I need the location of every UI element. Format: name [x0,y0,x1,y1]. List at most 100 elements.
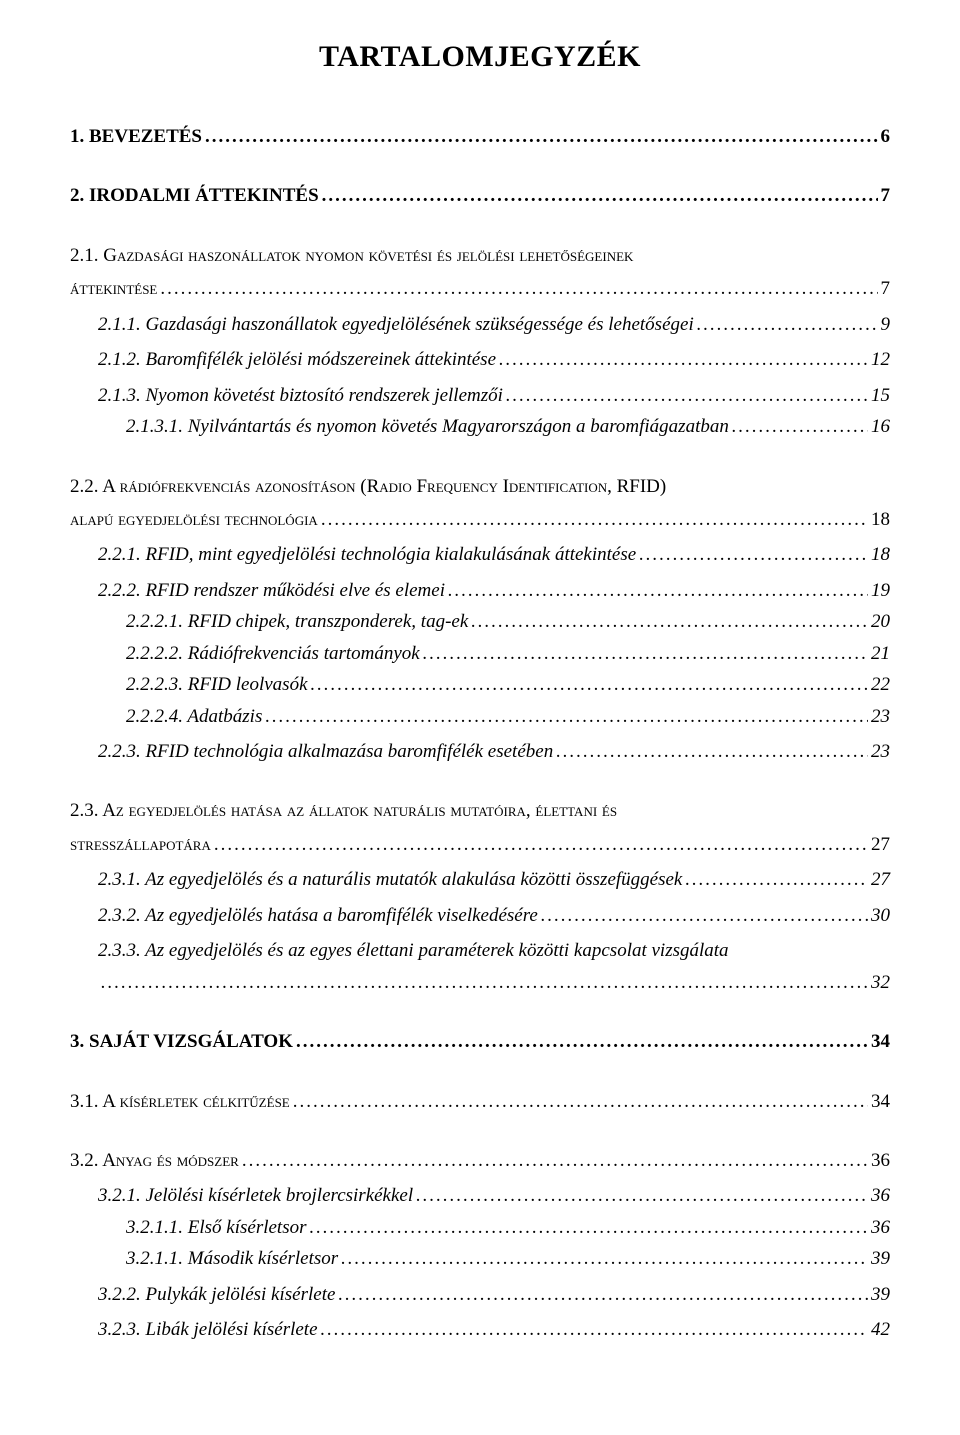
toc-entry-page: 9 [881,310,891,339]
toc-entry: 2.2.2.1. RFID chipek, transzponderek, ta… [70,607,890,636]
toc-leader-dots [293,1087,868,1116]
toc-entry-label: 2.2.2.1. RFID chipek, transzponderek, ta… [126,607,468,636]
toc-entry: 2.1.2. Baromfifélék jelölési módszereine… [70,345,890,374]
toc-entry: 2.2.2.2. Rádiófrekvenciás tartományok21 [70,639,890,668]
toc-entry-label: 3.2.1.1. Második kísérletsor [126,1244,338,1273]
toc-entry: 2.3.3. Az egyedjelölés és az egyes élett… [70,936,890,965]
toc-entry-page: 39 [871,1280,890,1309]
toc-entry-label: áttekintése [70,274,157,303]
toc-leader-dots [296,1027,868,1056]
page-title: TARTALOMJEGYZÉK [70,40,890,74]
toc-entry: 2.3.2. Az egyedjelölés hatása a baromfif… [70,901,890,930]
toc-entry-label: 2.3.3. Az egyedjelölés és az egyes élett… [98,936,729,965]
toc-leader-dots [242,1146,868,1175]
toc-entry: 3.2.1. Jelölési kísérletek brojlercsirké… [70,1181,890,1210]
toc-entry-label: 3. SAJÁT VIZSGÁLATOK [70,1027,293,1056]
toc-entry-page: 16 [871,412,890,441]
toc-entry: 2.1.3. Nyomon követést biztosító rendsze… [70,381,890,410]
toc-entry-page: 20 [871,607,890,636]
toc-entry-label: 2.2.1. RFID, mint egyedjelölési technoló… [98,540,636,569]
toc-leader-dots [311,670,868,699]
toc-entry-page: 23 [871,702,890,731]
toc-entry: 2.1.1. Gazdasági haszonállatok egyedjelö… [70,310,890,339]
toc-entry-label: 3.2.2. Pulykák jelölési kísérlete [98,1280,335,1309]
toc-leader-dots [416,1181,868,1210]
toc-entry-page: 36 [871,1146,890,1175]
toc-entry-page: 39 [871,1244,890,1273]
toc-entry-page: 32 [871,968,890,997]
toc-leader-dots [697,310,878,339]
toc-entry: 2.2.2. RFID rendszer működési elve és el… [70,576,890,605]
toc-entry-label: 2.3.2. Az egyedjelölés hatása a baromfif… [98,901,538,930]
toc-entry: 2.2.1. RFID, mint egyedjelölési technoló… [70,540,890,569]
toc-entry: 2. IRODALMI ÁTTEKINTÉS 7 [70,181,890,210]
toc-entry-page: 34 [871,1027,890,1056]
toc-entry: 3.2.3. Libák jelölési kísérlete 42 [70,1315,890,1344]
toc-leader-dots [556,737,868,766]
document-page: TARTALOMJEGYZÉK 1. BEVEZETÉS 6 2. IRODALMI… [0,0,960,1435]
toc-entry-label: 3.2.1. Jelölési kísérletek brojlercsirké… [98,1181,413,1210]
toc-entry: 1. BEVEZETÉS 6 [70,122,890,151]
toc-entry: alapú egyedjelölési technológia 18 [70,505,890,534]
toc-entry: 2.1. Gazdasági haszonállatok nyomon köve… [70,241,890,270]
toc-entry: 2.3.1. Az egyedjelölés és a naturális mu… [70,865,890,894]
toc-entry-page: 6 [881,122,891,151]
toc-entry-label: 2.2.2.4. Adatbázis [126,702,262,731]
table-of-contents: 1. BEVEZETÉS 6 2. IRODALMI ÁTTEKINTÉS 7 2.1.… [70,122,890,1345]
toc-entry: 2.2. A rádiófrekvenciás azonosításon (Ra… [70,472,890,501]
toc-entry-label: 2.1.2. Baromfifélék jelölési módszereine… [98,345,496,374]
toc-entry-label: 2.2. A rádiófrekvenciás azonosításon (Ra… [70,472,666,501]
toc-leader-dots [685,865,868,894]
toc-entry: 2.3. Az egyedjelölés hatása az állatok n… [70,796,890,825]
toc-entry-page: 18 [871,540,890,569]
toc-entry: 3. SAJÁT VIZSGÁLATOK 34 [70,1027,890,1056]
toc-entry-page: 19 [871,576,890,605]
toc-entry-label: 2.3. Az egyedjelölés hatása az állatok n… [70,796,617,825]
toc-entry-page: 30 [871,901,890,930]
toc-entry-page: 15 [871,381,890,410]
toc-leader-dots [310,1213,869,1242]
toc-entry-label: alapú egyedjelölési technológia [70,505,318,534]
toc-entry-page: 7 [881,181,891,210]
toc-leader-dots [499,345,868,374]
toc-entry-label: 2.1.3.1. Nyilvántartás és nyomon követés… [126,412,729,441]
toc-entry-label: 2.2.3. RFID technológia alkalmazása baro… [98,737,553,766]
toc-entry-label: 3.1. A kísérletek célkitűzése [70,1087,290,1116]
toc-entry-label: 2.2.2.3. RFID leolvasók [126,670,308,699]
toc-entry-label: 2.2.2.2. Rádiófrekvenciás tartományok [126,639,420,668]
toc-entry: stresszállapotára 27 [70,830,890,859]
toc-leader-dots [448,576,868,605]
toc-entry-label: 3.2. Anyag és módszer [70,1146,239,1175]
toc-entry-label: 3.2.3. Libák jelölési kísérlete [98,1315,318,1344]
toc-entry-page: 12 [871,345,890,374]
toc-entry-label: 3.2.1.1. Első kísérletsor [126,1213,307,1242]
toc-entry: 32 [70,968,890,997]
toc-leader-dots [506,381,868,410]
toc-entry-page: 27 [871,865,890,894]
toc-entry-page: 27 [871,830,890,859]
toc-entry: 3.2.1.1. Második kísérletsor 39 [70,1244,890,1273]
toc-entry-page: 18 [871,505,890,534]
toc-leader-dots [214,830,868,859]
toc-entry-page: 22 [871,670,890,699]
toc-leader-dots [205,122,878,151]
toc-entry-label: 2. IRODALMI ÁTTEKINTÉS [70,181,319,210]
toc-entry: 3.1. A kísérletek célkitűzése34 [70,1087,890,1116]
toc-entry: áttekintése7 [70,274,890,303]
toc-entry: 2.1.3.1. Nyilvántartás és nyomon követés… [70,412,890,441]
toc-leader-dots [265,702,868,731]
toc-leader-dots [341,1244,868,1273]
toc-entry: 2.2.2.4. Adatbázis 23 [70,702,890,731]
toc-entry-label: 2.1.1. Gazdasági haszonállatok egyedjelö… [98,310,694,339]
toc-entry-label: 1. BEVEZETÉS [70,122,202,151]
toc-leader-dots [732,412,868,441]
toc-entry-page: 42 [871,1315,890,1344]
toc-entry-page: 36 [871,1213,890,1242]
toc-leader-dots [471,607,868,636]
toc-entry-label: stresszállapotára [70,830,211,859]
toc-entry-page: 23 [871,737,890,766]
toc-entry: 3.2.2. Pulykák jelölési kísérlete 39 [70,1280,890,1309]
toc-leader-dots [101,968,868,997]
toc-entry-page: 36 [871,1181,890,1210]
toc-entry-label: 2.1. Gazdasági haszonállatok nyomon köve… [70,241,633,270]
